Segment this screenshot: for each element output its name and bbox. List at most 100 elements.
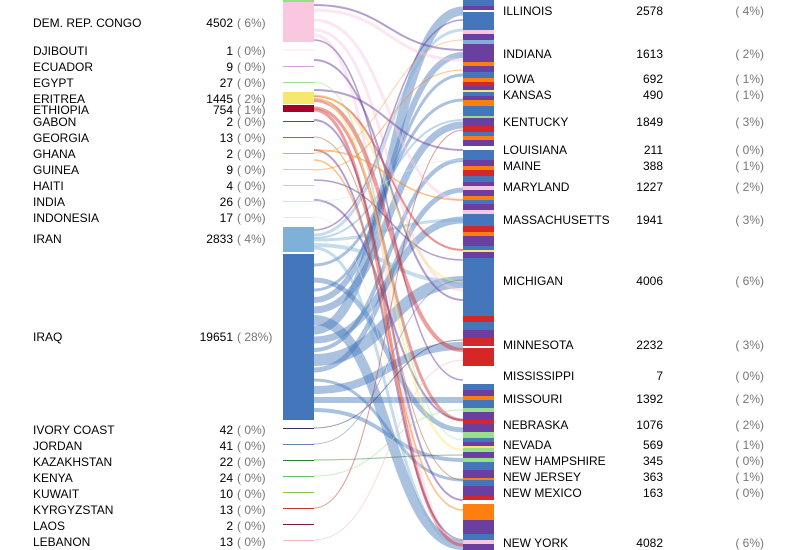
left-node-bar: [283, 476, 314, 477]
country-value: 42: [219, 423, 233, 437]
flow-link: [313, 28, 464, 292]
flow-link: [313, 216, 464, 344]
country-percent: ( 0%): [237, 76, 266, 90]
state-name: MISSOURI: [503, 392, 563, 406]
country-value: 754: [212, 103, 233, 117]
right-node-segment: [463, 236, 494, 246]
left-node-bar: [283, 137, 314, 138]
right-node-segment: [463, 250, 494, 252]
right-node-segment: [463, 200, 494, 204]
state-name: KANSAS: [503, 88, 552, 102]
left-node-bar: [283, 540, 314, 541]
right-node-segment: [463, 448, 494, 452]
left-node-bar: [283, 0, 314, 2]
state-percent: ( 4%): [735, 4, 764, 18]
right-node-segment: [463, 330, 494, 338]
state-name: ILLINOIS: [503, 4, 553, 18]
flow-link: [313, 246, 464, 547]
left-node-bar: [283, 428, 314, 429]
left-node-bar: [283, 121, 314, 122]
left-node-bar: [283, 105, 314, 112]
left-node-bar: [283, 524, 314, 525]
right-node-segment: [463, 246, 494, 250]
state-value: 2232: [636, 338, 663, 352]
right-node-segment: [463, 232, 494, 236]
country-value: 17: [219, 211, 233, 225]
flow-link: [313, 216, 464, 541]
right-node-segment: [463, 400, 494, 408]
state-name: INDIANA: [503, 47, 552, 61]
state-percent: ( 2%): [735, 392, 764, 406]
state-percent: ( 0%): [735, 143, 764, 157]
state-value: 345: [642, 454, 663, 468]
flow-link: [313, 106, 464, 422]
right-node-segment: [463, 438, 494, 442]
state-percent: ( 1%): [735, 88, 764, 102]
right-node-segment: [463, 226, 494, 232]
state-name: MARYLAND: [503, 180, 570, 194]
left-node-bar: [283, 2, 314, 42]
country-percent: ( 0%): [237, 423, 266, 437]
right-node-segment: [463, 424, 494, 432]
right-node-segment: [463, 44, 494, 62]
state-name: MASSACHUSETTS: [503, 213, 610, 227]
flow-link: [313, 97, 464, 451]
left-node-bars: [283, 0, 314, 541]
left-node-bar: [283, 66, 314, 67]
country-value: 22: [219, 455, 233, 469]
flow-link: [313, 378, 464, 482]
country-percent: ( 0%): [237, 487, 266, 501]
right-node-segment: [463, 446, 494, 448]
country-value: 13: [219, 535, 233, 549]
flow-link: [313, 187, 464, 373]
right-node-segment: [463, 534, 494, 540]
right-node-segment: [463, 458, 494, 462]
country-percent: ( 0%): [237, 535, 266, 549]
country-value: 24: [219, 471, 233, 485]
right-node-segment: [463, 90, 494, 92]
flow-link: [313, 39, 464, 381]
right-node-segment: [463, 432, 494, 438]
country-value: 13: [219, 131, 233, 145]
left-node-bar: [283, 217, 314, 218]
state-percent: ( 3%): [735, 115, 764, 129]
flow-link: [313, 81, 464, 441]
state-percent: ( 2%): [735, 418, 764, 432]
right-node-segment: [463, 96, 494, 100]
right-node-segment: [463, 500, 494, 504]
right-node-segment: [463, 34, 494, 40]
flow-link: [313, 454, 464, 461]
right-node-segment: [463, 182, 494, 186]
flow-link: [313, 158, 464, 352]
state-value: 2578: [636, 4, 663, 18]
left-node-bar: [283, 254, 314, 420]
left-node-bar: [283, 492, 314, 493]
country-name: GABON: [33, 115, 77, 129]
state-value: 1392: [636, 392, 663, 406]
right-node-segment: [463, 540, 494, 544]
country-value: 9: [226, 60, 233, 74]
flow-link: [313, 342, 464, 394]
country-percent: ( 0%): [237, 471, 266, 485]
flow-link: [313, 149, 464, 541]
state-value: 4006: [636, 274, 663, 288]
country-value: 41: [219, 439, 233, 453]
state-value: 7: [656, 369, 663, 383]
right-node-segment: [463, 366, 494, 384]
country-name: EGYPT: [33, 76, 74, 90]
state-name: MICHIGAN: [503, 274, 563, 288]
state-name: MINNESOTA: [503, 338, 574, 352]
flow-link: [313, 18, 464, 202]
right-node-segment: [463, 66, 494, 72]
left-node-bar: [283, 49, 314, 51]
right-node-segment: [463, 166, 494, 170]
flow-link: [313, 409, 464, 477]
state-value: 490: [642, 88, 663, 102]
right-node-segment: [463, 12, 494, 30]
state-percent: ( 1%): [735, 72, 764, 86]
state-value: 163: [642, 486, 663, 500]
left-node-bar: [283, 185, 314, 186]
state-value: 211: [643, 143, 663, 157]
right-node-segment: [463, 176, 494, 182]
